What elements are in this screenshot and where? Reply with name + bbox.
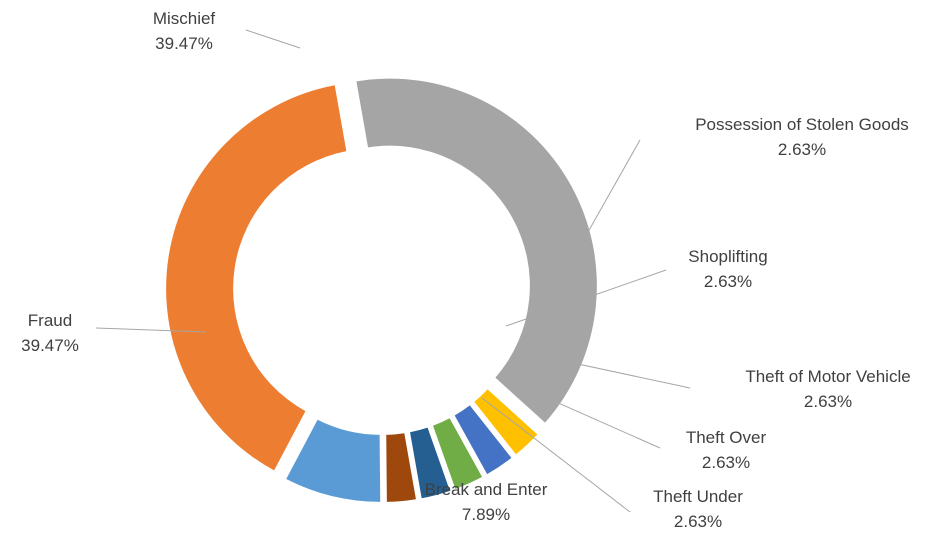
slice-shoplifting — [454, 405, 512, 475]
data-label-fraud: Fraud 39.47% — [21, 311, 79, 355]
data-label-theft-over: Theft Over 2.63% — [686, 428, 767, 472]
data-label-value: 2.63% — [704, 272, 752, 291]
data-label-category: Break and Enter — [425, 480, 548, 499]
data-label-value: 2.63% — [702, 453, 750, 472]
leader-line-mischief — [245, 29, 301, 49]
data-label-shoplifting: Shoplifting 2.63% — [688, 247, 767, 291]
data-label-category: Theft Under — [653, 487, 743, 506]
leader-line-possession-of-stolen-goods — [587, 139, 641, 233]
leader-line-theft-under — [481, 397, 631, 513]
data-label-category: Theft Over — [686, 428, 767, 447]
data-label-value: 2.63% — [778, 140, 826, 159]
leader-line-shoplifting — [505, 269, 667, 327]
data-label-value: 7.89% — [462, 505, 510, 524]
data-label-break-and-enter: Break and Enter 7.89% — [425, 480, 548, 524]
data-label-value: 2.63% — [674, 512, 722, 531]
data-label-category: Possession of Stolen Goods — [695, 115, 909, 134]
data-label-mischief: Mischief 39.47% — [153, 9, 216, 53]
slice-theft-over — [410, 427, 450, 499]
data-label-category: Theft of Motor Vehicle — [745, 367, 910, 386]
data-label-value: 39.47% — [155, 34, 213, 53]
data-label-category: Fraud — [28, 311, 72, 330]
leader-line-theft-of-motor-vehicle — [521, 351, 691, 389]
slice-possession-of-stolen-goods — [474, 389, 538, 455]
data-label-possession-of-stolen-goods: Possession of Stolen Goods 2.63% — [695, 115, 909, 159]
slice-theft-of-motor-vehicle — [433, 418, 483, 489]
data-label-value: 39.47% — [21, 336, 79, 355]
data-label-value: 2.63% — [804, 392, 852, 411]
data-label-theft-of-motor-vehicle: Theft of Motor Vehicle 2.63% — [745, 367, 910, 411]
data-label-category: Mischief — [153, 9, 216, 28]
slice-theft-under — [386, 433, 416, 502]
data-label-category: Shoplifting — [688, 247, 767, 266]
slice-mischief — [356, 78, 597, 423]
slice-break-and-enter — [286, 419, 381, 502]
leader-line-theft-over — [501, 377, 661, 449]
data-labels-layer: Mischief 39.47% Possession of Stolen Goods… — [21, 9, 911, 531]
slice-fraud — [166, 85, 347, 471]
leader-lines-layer — [95, 29, 691, 513]
slices-layer — [166, 78, 597, 502]
leader-line-fraud — [95, 327, 207, 333]
data-label-theft-under: Theft Under 2.63% — [653, 487, 743, 531]
